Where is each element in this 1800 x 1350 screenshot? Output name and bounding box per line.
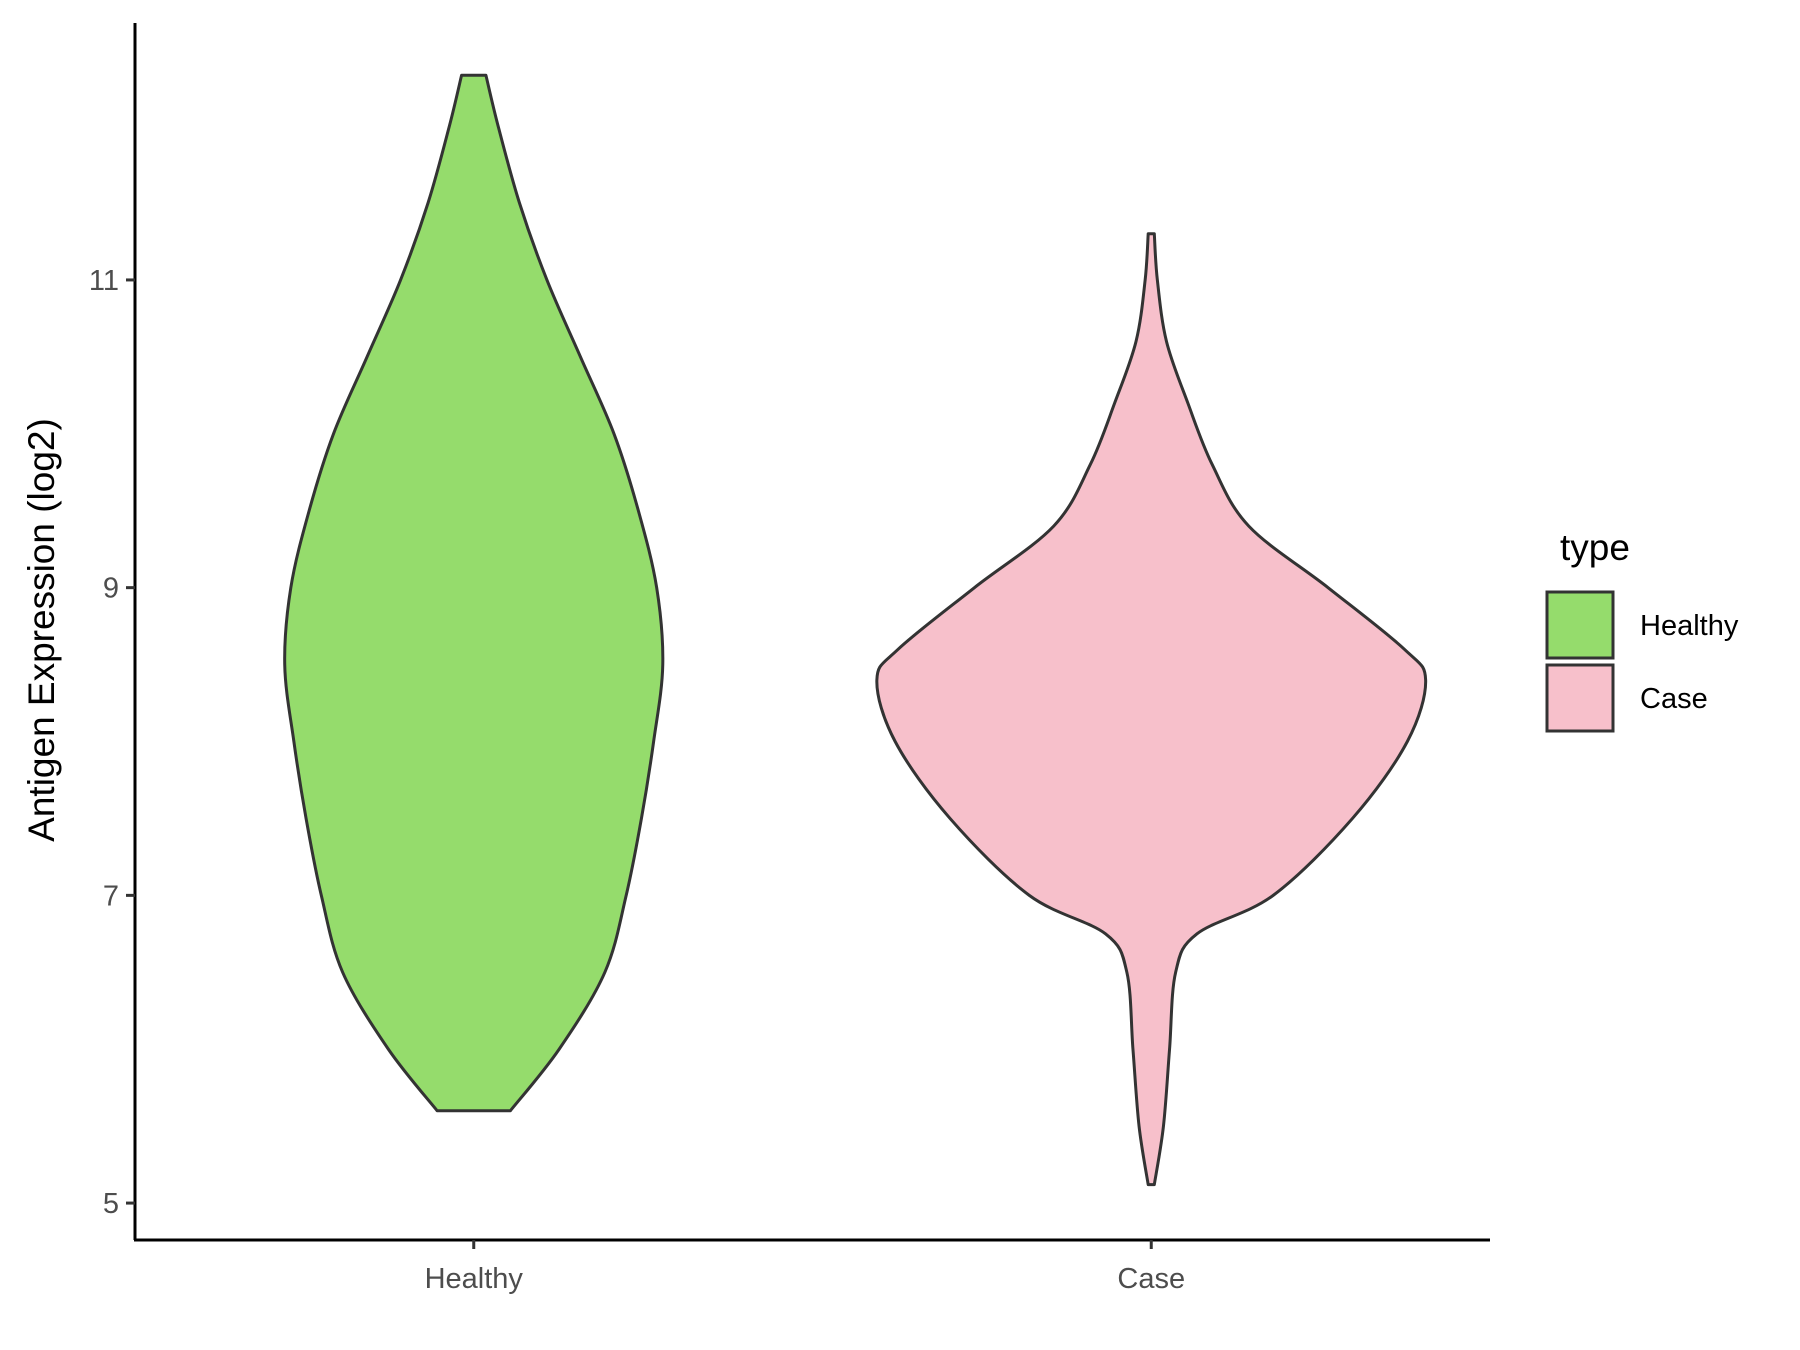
violin-case <box>875 232 1428 1187</box>
x-tick-label: Case <box>1117 1263 1185 1295</box>
x-tick-label: Healthy <box>425 1263 524 1295</box>
legend-swatch <box>1545 663 1615 733</box>
y-tick-label: 11 <box>89 265 119 297</box>
legend: type Healthy Case <box>1545 527 1739 733</box>
legend-label: Case <box>1640 683 1708 715</box>
y-tick-label: 7 <box>103 880 119 912</box>
violin-layer <box>283 73 1428 1187</box>
y-tick-label: 5 <box>103 1188 119 1220</box>
legend-swatch <box>1545 590 1615 660</box>
y-axis-title: Antigen Expression (log2) <box>21 418 62 842</box>
legend-label: Healthy <box>1640 610 1739 642</box>
y-axis-ticks: 5 7 9 11 <box>89 265 135 1220</box>
x-axis-ticks: Healthy Case <box>425 1240 1185 1295</box>
violin-healthy <box>283 73 665 1113</box>
legend-title: type <box>1560 527 1630 568</box>
y-tick-label: 9 <box>103 573 119 605</box>
